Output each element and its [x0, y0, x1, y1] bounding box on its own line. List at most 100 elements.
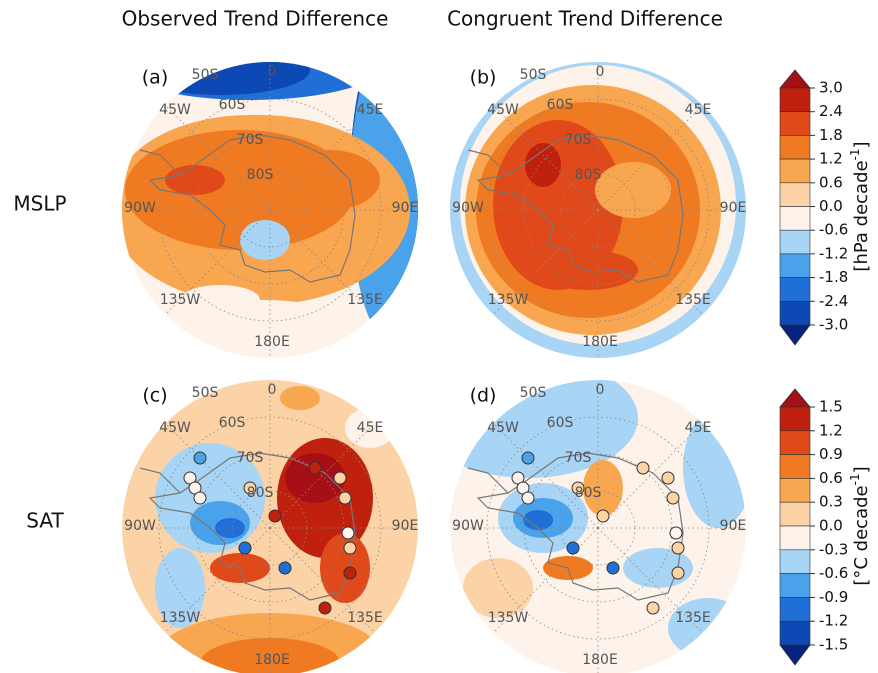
tick-label: -1.8	[819, 268, 848, 286]
panel-label: (b)	[470, 67, 497, 89]
grid-label: 180E	[582, 334, 618, 350]
grid-label: 70S	[565, 450, 592, 466]
station	[672, 567, 684, 579]
contour-region	[320, 533, 370, 603]
row-label: MSLP	[13, 192, 66, 216]
tick-label: 1.2	[819, 150, 843, 168]
station	[194, 492, 206, 504]
colorbar-segment	[780, 574, 810, 598]
tick-label: -0.6	[819, 221, 848, 239]
station	[670, 527, 682, 539]
colorbar-segment	[780, 159, 810, 183]
grid-label: 45E	[685, 420, 712, 436]
grid-label: 90W	[124, 518, 156, 534]
grid-label: 45W	[487, 420, 519, 436]
station	[344, 567, 356, 579]
contour-region	[668, 598, 748, 658]
tick-label: -2.4	[819, 292, 848, 310]
grid-label: 50S	[192, 67, 219, 83]
station	[344, 542, 356, 554]
grid-label: 80S	[247, 485, 274, 501]
grid-label: 45W	[159, 420, 191, 436]
grid-label: 135W	[160, 610, 201, 626]
colorbar-arrow	[780, 645, 810, 665]
grid-label: 45W	[487, 102, 519, 118]
grid-label: 45W	[159, 102, 191, 118]
station	[334, 472, 346, 484]
grid-label: 180E	[254, 334, 290, 350]
contour-region	[623, 548, 693, 588]
tick-label: 1.8	[819, 126, 843, 144]
colorbar-segment	[780, 550, 810, 574]
colorbar-segment	[780, 621, 810, 645]
contour-region	[595, 162, 671, 218]
grid-label: 80S	[575, 485, 602, 501]
panel-label: (d)	[470, 385, 497, 407]
tick-label: -0.3	[819, 540, 848, 558]
tick-label: 0.0	[819, 517, 843, 535]
contour-region	[280, 386, 320, 410]
tick-label: 0.6	[819, 173, 843, 191]
grid-label: 90E	[720, 518, 747, 534]
column-title: Observed Trend Difference	[122, 7, 389, 31]
unit-exponent: -1	[848, 148, 862, 160]
grid-label: 70S	[237, 132, 264, 148]
unit-text: [°C decade	[851, 485, 872, 585]
panel-label: (c)	[142, 385, 167, 407]
unit-exponent: -1	[848, 473, 862, 485]
tick-label: 0.9	[819, 445, 843, 463]
station	[597, 510, 609, 522]
grid-label: 80S	[247, 167, 274, 183]
colorbar-unit: [hPa decade-1]	[848, 141, 873, 271]
tick-label: 0.3	[819, 493, 843, 511]
grid-label: 0	[268, 64, 277, 80]
grid-label: 50S	[192, 385, 219, 401]
grid-label: 90E	[720, 200, 747, 216]
grid-label: 60S	[547, 97, 574, 113]
tick-label: -0.6	[819, 564, 848, 582]
station	[342, 527, 354, 539]
tick-label: -0.9	[819, 588, 848, 606]
tick-label: -1.5	[819, 636, 848, 654]
grid-label: 0	[596, 64, 605, 80]
tick-label: -1.2	[819, 612, 848, 630]
grid-label: 135E	[675, 292, 711, 308]
grid-label: 50S	[520, 385, 547, 401]
grid-label: 45E	[685, 102, 712, 118]
grid-label: 135W	[488, 292, 529, 308]
map-fill	[110, 0, 490, 370]
station	[662, 472, 674, 484]
tick-label: 0.0	[819, 197, 843, 215]
unit-text: [hPa decade	[851, 160, 872, 271]
colorbar-segment	[780, 278, 810, 302]
grid-label: 135E	[347, 292, 383, 308]
tick-label: -1.2	[819, 244, 848, 262]
unit-text: ]	[851, 466, 872, 473]
station	[279, 562, 291, 574]
grid-label: 45E	[357, 102, 384, 118]
panel-label: (a)	[142, 67, 168, 89]
colorbar-arrow	[780, 70, 810, 88]
grid-label: 60S	[219, 415, 246, 431]
colorbar-segment	[780, 301, 810, 325]
colorbar-segment	[780, 526, 810, 550]
colorbar-segment	[780, 431, 810, 455]
colorbar-unit: [°C decade-1]	[848, 466, 873, 585]
unit-text: ]	[851, 141, 872, 148]
colorbar-segment	[780, 455, 810, 479]
grid-label: 135E	[347, 610, 383, 626]
colorbar-segment	[780, 254, 810, 278]
tick-label: 3.0	[819, 79, 843, 97]
station	[194, 452, 206, 464]
tick-label: -3.0	[819, 316, 848, 334]
row-label: SAT	[26, 509, 64, 533]
grid-label: 70S	[565, 132, 592, 148]
colorbar-segment	[780, 183, 810, 207]
station	[667, 492, 679, 504]
grid-label: 135W	[160, 292, 201, 308]
station	[522, 452, 534, 464]
colorbar-segment	[780, 407, 810, 431]
column-title: Congruent Trend Difference	[447, 7, 723, 31]
